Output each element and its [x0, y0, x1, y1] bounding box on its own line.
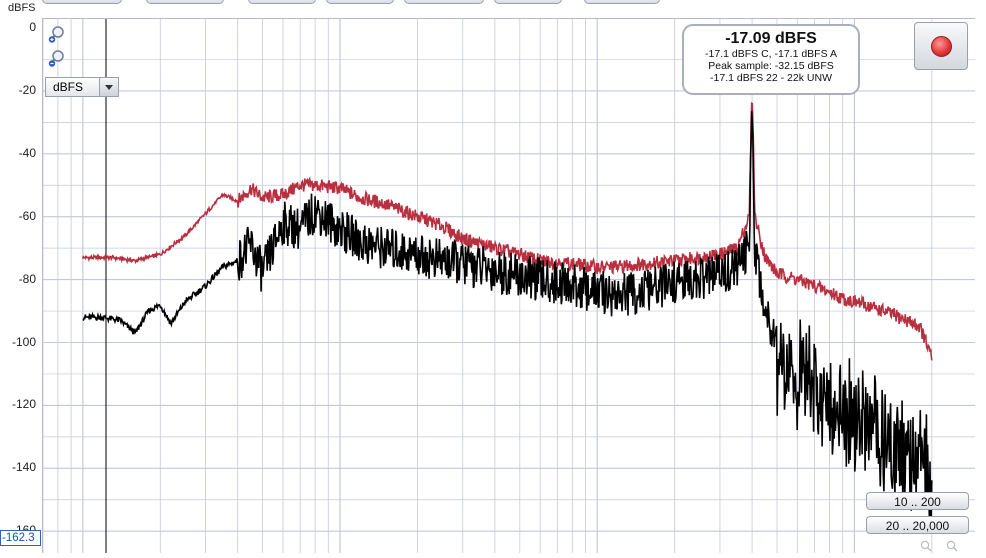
y-tick-label: -60 [18, 208, 36, 223]
range-20-20000-button[interactable]: 20 .. 20,000 [866, 516, 969, 534]
y-min-input[interactable]: -162.3 [0, 530, 41, 546]
toolbar-button[interactable] [146, 0, 224, 4]
y-tick-label: -40 [18, 145, 36, 160]
readout-peak-sample: Peak sample: -32.15 dBFS [708, 60, 834, 72]
range-10-200-button[interactable]: 10 .. 200 [866, 492, 969, 510]
toolbar-button[interactable] [494, 0, 562, 4]
readout-main-level: -17.09 dBFS [725, 30, 817, 47]
y-tick-label: -80 [18, 271, 36, 286]
y-tick-label: -20 [18, 82, 36, 97]
zoom-in-icon[interactable] [48, 26, 66, 44]
zoom-out-icon[interactable] [946, 540, 958, 552]
horizontal-grid [43, 59, 975, 532]
readout-weighted-levels: -17.1 dBFS C, -17.1 dBFS A [705, 48, 837, 60]
vertical-grid [42, 19, 933, 553]
peak-trace-line [82, 102, 933, 361]
toolbar-button[interactable] [404, 0, 484, 4]
level-readout: -17.09 dBFS -17.1 dBFS C, -17.1 dBFS A P… [682, 24, 860, 95]
y-tick-label: -140 [11, 460, 36, 475]
y-tick-label: 0 [29, 20, 36, 34]
unit-select-value: dBFS [53, 80, 84, 94]
spectrum-chart[interactable] [42, 19, 975, 553]
toolbar-button[interactable] [42, 0, 122, 4]
average-trace-line [82, 111, 933, 527]
toolbar-button[interactable] [584, 0, 660, 4]
zoom-out-icon[interactable] [48, 50, 66, 68]
y-tick-label: -120 [11, 397, 36, 412]
readout-unweighted-level: -17.1 dBFS 22 - 22k UNW [710, 72, 832, 84]
record-button[interactable] [914, 22, 968, 70]
chevron-down-icon[interactable] [99, 78, 118, 96]
y-tick-label: -100 [11, 334, 36, 349]
unit-select[interactable]: dBFS [45, 77, 119, 97]
zoom-in-icon[interactable] [920, 540, 932, 552]
toolbar-button[interactable] [326, 0, 394, 4]
y-axis-unit-label: dBFS [8, 2, 36, 14]
record-icon [931, 36, 952, 57]
toolbar-button[interactable] [248, 0, 316, 4]
spectrum-plot[interactable] [42, 18, 975, 553]
